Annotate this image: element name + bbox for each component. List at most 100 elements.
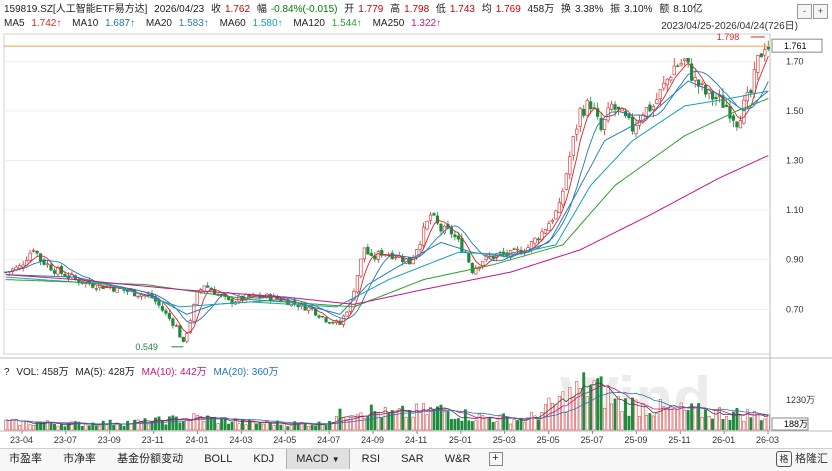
volume-bar [73,421,77,431]
volume-bar [355,414,359,431]
tab-boll[interactable]: BOLL [204,453,233,465]
volume-bar [167,416,171,431]
volume-bar [133,419,137,431]
volume-bar [369,404,373,431]
ma120-line [5,98,769,308]
volume-bar [481,415,485,431]
candle-body [662,82,666,89]
tab-pb[interactable]: 市净率 [63,453,97,465]
tab-wr[interactable]: W&R [444,453,471,465]
tab-macd[interactable]: MACD ▼ [286,449,350,469]
volume-bar [383,407,387,431]
volume-bar [711,418,714,431]
tab-fund-share[interactable]: 基金份额变动 [117,453,184,465]
volume-bar [634,399,638,431]
price-tick-label: 1.70 [786,56,804,66]
volume-bar [119,424,123,431]
volume-bar [683,409,687,431]
volume-bar [227,423,231,431]
volume-bar [373,411,377,431]
candle-body [160,306,165,311]
tab-rsi[interactable]: RSI [361,453,381,465]
amount-value: 8.10亿 [673,4,703,15]
volume-bar [672,407,676,431]
volume-bar [411,416,415,431]
volume-bar [756,413,760,431]
amount-label: 额 [659,4,670,15]
tab-pe[interactable]: 市盈率 [9,453,42,465]
candle-body [561,190,565,205]
volume-bar [648,413,652,431]
candle-body [188,320,192,333]
candle-body [707,88,711,94]
zoom-out-button[interactable]: - [797,4,812,19]
x-tick-label: 24-01 [186,435,209,445]
volume-bar [345,418,349,431]
current-volume-label: 188万 [784,419,808,429]
candle-body [456,235,460,240]
volume-bar [70,421,74,431]
candle-body [616,106,621,110]
quote-date: 2026/04/23 [154,4,205,15]
candle-body [686,57,690,63]
open-label: 开 [344,4,355,15]
zoom-in-button[interactable]: + [813,4,828,19]
volume-bar [585,396,589,431]
kline-chart[interactable]: Wind1.701.501.301.100.900.701.7611.7980.… [0,0,832,448]
volume-bar [272,425,276,431]
candle-body [230,298,234,305]
candle-body [742,99,746,124]
candle-body [672,65,676,76]
current-price-label: 1.761 [784,41,807,51]
volume-bar [484,417,488,431]
price-tick-label: 1.50 [786,106,804,116]
change-label: 幅 [256,4,267,15]
volume-bar [234,418,237,431]
candle-body [752,69,756,94]
volume-bar [449,419,453,431]
volume-bar [429,407,432,431]
candle-body [94,288,98,290]
vol-ma10: MA(10): 442万 [141,367,207,378]
volume-bar [7,420,11,431]
candle-body [331,321,335,324]
candle-body [470,262,474,273]
candle-body [317,315,321,318]
help-icon[interactable]: ? [4,367,10,378]
candle-body [453,234,457,238]
candle-body [171,318,175,326]
volume-bar [261,423,265,431]
high-label: 高 [390,4,401,15]
add-indicator-button[interactable]: + [488,452,503,467]
candle-body [529,241,534,250]
volume-bar [714,409,718,431]
price-panel-frame [3,33,771,355]
volume-bar [376,412,380,431]
volume-bar [39,422,43,431]
tab-dropdown-icon[interactable]: ▼ [331,455,340,464]
volume-header: ? VOL: 458万 MA(5): 428万 MA(10): 442万 MA(… [4,363,282,378]
volume-bar [488,417,492,431]
quote-header: 159819.SZ[人工智能ETF易方达] 2026/04/23 收 1.762 … [4,3,707,17]
volume-bar [178,422,182,431]
ma20-line [5,80,769,315]
volume-bar [122,425,126,431]
candle-body [679,63,683,66]
tab-kdj[interactable]: KDJ [253,453,275,465]
tab-sar[interactable]: SAR [401,453,424,465]
candle-body [192,304,196,322]
candle-body [648,104,652,112]
candle-body [627,114,631,118]
candle-body [571,136,575,156]
volume-bar [126,420,130,431]
volume-bar [80,426,84,431]
x-tick-label: 25-03 [493,435,516,445]
volume-bar [77,421,81,431]
volume-bar [199,416,203,431]
volume-bar [498,414,502,431]
volume-bar [537,419,540,431]
ma120-legend: MA120 1.544↑ [293,18,362,29]
ma10-legend: MA10 1.687↑ [72,18,136,29]
candle-body [759,53,763,58]
volume-bar [275,420,279,431]
